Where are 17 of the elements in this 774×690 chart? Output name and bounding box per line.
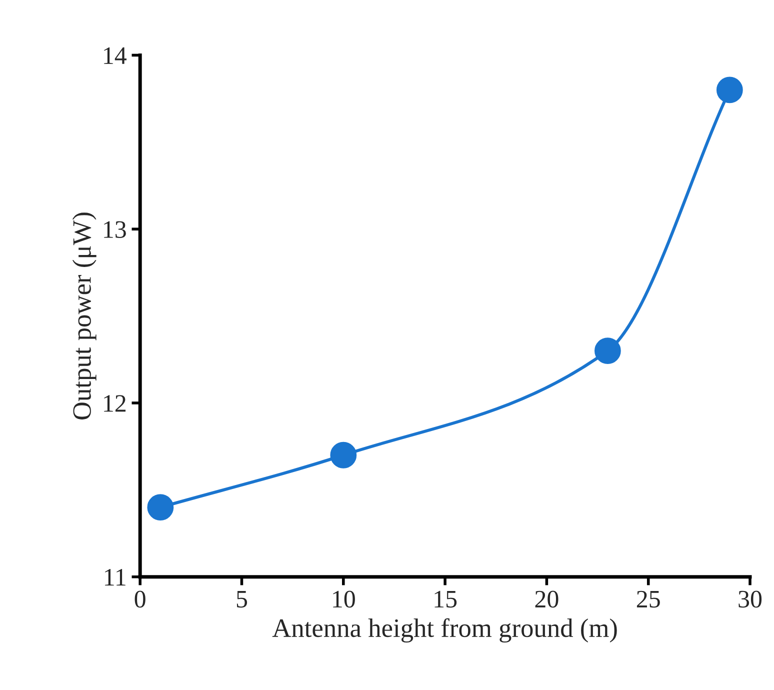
x-tick-label: 10 [333, 590, 355, 608]
x-tick-label: 15 [434, 590, 457, 608]
point [594, 338, 621, 364]
y-tick-label: 13 [104, 221, 126, 238]
x-tick-label: 20 [535, 590, 558, 608]
y-axis-title: Output power (μW) [72, 212, 96, 420]
x-tick-label: 5 [236, 591, 248, 608]
x-tick-label: 30 [738, 590, 762, 608]
x-axis-title: Antenna height from ground (m) [272, 618, 617, 643]
point [330, 442, 357, 468]
y-tick-label: 12 [104, 395, 126, 412]
point [716, 76, 743, 104]
point [147, 494, 174, 520]
x-tick-label: 0 [134, 590, 146, 608]
y-tick-label: 14 [104, 47, 127, 64]
y-tick-label: 11 [105, 569, 126, 586]
x-tick-label: 25 [636, 590, 660, 608]
